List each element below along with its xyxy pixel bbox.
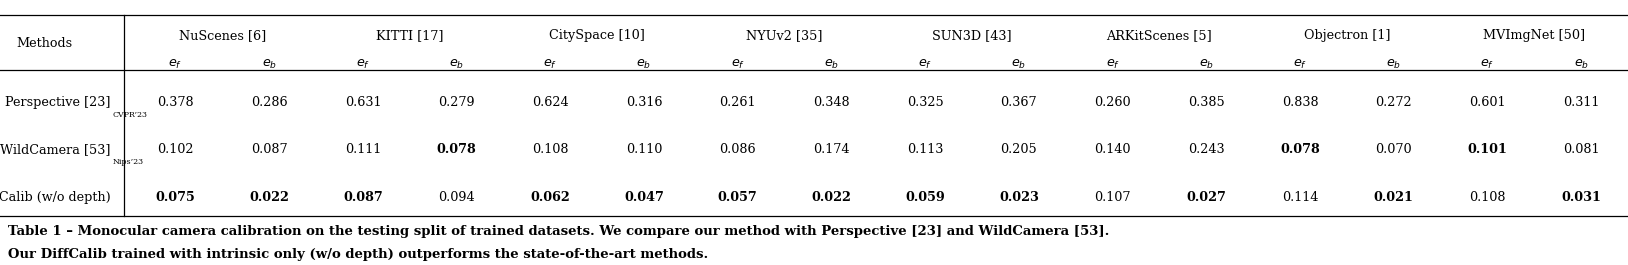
Text: 0.279: 0.279 — [438, 95, 475, 109]
Text: 0.624: 0.624 — [532, 95, 568, 109]
Text: 0.070: 0.070 — [1376, 143, 1411, 156]
Text: 0.114: 0.114 — [1281, 191, 1319, 204]
Text: 0.101: 0.101 — [1467, 143, 1508, 156]
Text: 0.087: 0.087 — [344, 191, 383, 204]
Text: 0.027: 0.027 — [1187, 191, 1226, 204]
Text: 0.601: 0.601 — [1468, 95, 1506, 109]
Text: 0.107: 0.107 — [1094, 191, 1131, 204]
Text: $e_f$: $e_f$ — [1105, 58, 1120, 72]
Text: 0.367: 0.367 — [1001, 95, 1037, 109]
Text: 0.078: 0.078 — [1280, 143, 1320, 156]
Text: MVImgNet [50]: MVImgNet [50] — [1483, 29, 1586, 42]
Text: $e_b$: $e_b$ — [1011, 58, 1026, 72]
Text: 0.081: 0.081 — [1563, 143, 1599, 156]
Text: 0.111: 0.111 — [345, 143, 381, 156]
Text: $e_f$: $e_f$ — [544, 58, 557, 72]
Text: NYUv2 [35]: NYUv2 [35] — [746, 29, 822, 42]
Text: 0.113: 0.113 — [907, 143, 943, 156]
Text: $e_f$: $e_f$ — [1480, 58, 1495, 72]
Text: 0.325: 0.325 — [907, 95, 944, 109]
Text: 0.078: 0.078 — [436, 143, 477, 156]
Text: $e_b$: $e_b$ — [1574, 58, 1589, 72]
Text: 0.348: 0.348 — [812, 95, 850, 109]
Text: $e_f$: $e_f$ — [357, 58, 370, 72]
Text: NuScenes [6]: NuScenes [6] — [179, 29, 265, 42]
Text: 0.047: 0.047 — [624, 191, 664, 204]
Text: 0.631: 0.631 — [345, 95, 381, 109]
Text: 0.838: 0.838 — [1281, 95, 1319, 109]
Text: 0.261: 0.261 — [720, 95, 755, 109]
Text: 0.205: 0.205 — [1001, 143, 1037, 156]
Text: $e_f$: $e_f$ — [168, 58, 182, 72]
Text: WildCamera [53]: WildCamera [53] — [0, 143, 111, 156]
Text: 0.062: 0.062 — [531, 191, 570, 204]
Text: Methods: Methods — [16, 37, 72, 50]
Text: Objectron [1]: Objectron [1] — [1304, 29, 1390, 42]
Text: $e_b$: $e_b$ — [449, 58, 464, 72]
Text: 0.108: 0.108 — [1468, 191, 1506, 204]
Text: 0.378: 0.378 — [158, 95, 194, 109]
Text: SUN3D [43]: SUN3D [43] — [933, 29, 1013, 42]
Text: KITTI [17]: KITTI [17] — [376, 29, 443, 42]
Text: ARKitScenes [5]: ARKitScenes [5] — [1107, 29, 1213, 42]
Text: Our DiffCalib trained with intrinsic only (w/o depth) outperforms the state-of-t: Our DiffCalib trained with intrinsic onl… — [8, 248, 708, 261]
Text: 0.031: 0.031 — [1561, 191, 1600, 204]
Text: CVPR’23: CVPR’23 — [112, 111, 147, 119]
Text: 0.057: 0.057 — [718, 191, 757, 204]
Text: 0.311: 0.311 — [1563, 95, 1599, 109]
Text: $e_b$: $e_b$ — [1198, 58, 1214, 72]
Text: 0.094: 0.094 — [438, 191, 475, 204]
Text: Nips’23: Nips’23 — [112, 158, 143, 166]
Text: Perspective [23]: Perspective [23] — [5, 95, 111, 109]
Text: 0.022: 0.022 — [249, 191, 290, 204]
Text: 0.075: 0.075 — [156, 191, 195, 204]
Text: 0.286: 0.286 — [251, 95, 288, 109]
Text: 0.022: 0.022 — [811, 191, 851, 204]
Text: $e_f$: $e_f$ — [918, 58, 933, 72]
Text: $e_f$: $e_f$ — [1293, 58, 1307, 72]
Text: $e_f$: $e_f$ — [731, 58, 744, 72]
Text: 0.102: 0.102 — [158, 143, 194, 156]
Text: 0.260: 0.260 — [1094, 95, 1131, 109]
Text: CitySpace [10]: CitySpace [10] — [549, 29, 645, 42]
Text: 0.316: 0.316 — [625, 95, 663, 109]
Text: $e_b$: $e_b$ — [1385, 58, 1402, 72]
Text: 0.385: 0.385 — [1188, 95, 1224, 109]
Text: 0.023: 0.023 — [1000, 191, 1039, 204]
Text: 0.140: 0.140 — [1094, 143, 1131, 156]
Text: 0.086: 0.086 — [720, 143, 755, 156]
Text: 0.272: 0.272 — [1376, 95, 1411, 109]
Text: 0.021: 0.021 — [1374, 191, 1413, 204]
Text: 0.110: 0.110 — [625, 143, 663, 156]
Text: DiffCalib (w/o depth): DiffCalib (w/o depth) — [0, 191, 111, 204]
Text: 0.174: 0.174 — [814, 143, 850, 156]
Text: 0.059: 0.059 — [905, 191, 944, 204]
Text: 0.243: 0.243 — [1188, 143, 1224, 156]
Text: $e_b$: $e_b$ — [637, 58, 651, 72]
Text: 0.087: 0.087 — [251, 143, 288, 156]
Text: $e_b$: $e_b$ — [262, 58, 277, 72]
Text: 0.108: 0.108 — [532, 143, 568, 156]
Text: Table 1 – Monocular camera calibration on the testing split of trained datasets.: Table 1 – Monocular camera calibration o… — [8, 225, 1110, 238]
Text: $e_b$: $e_b$ — [824, 58, 838, 72]
